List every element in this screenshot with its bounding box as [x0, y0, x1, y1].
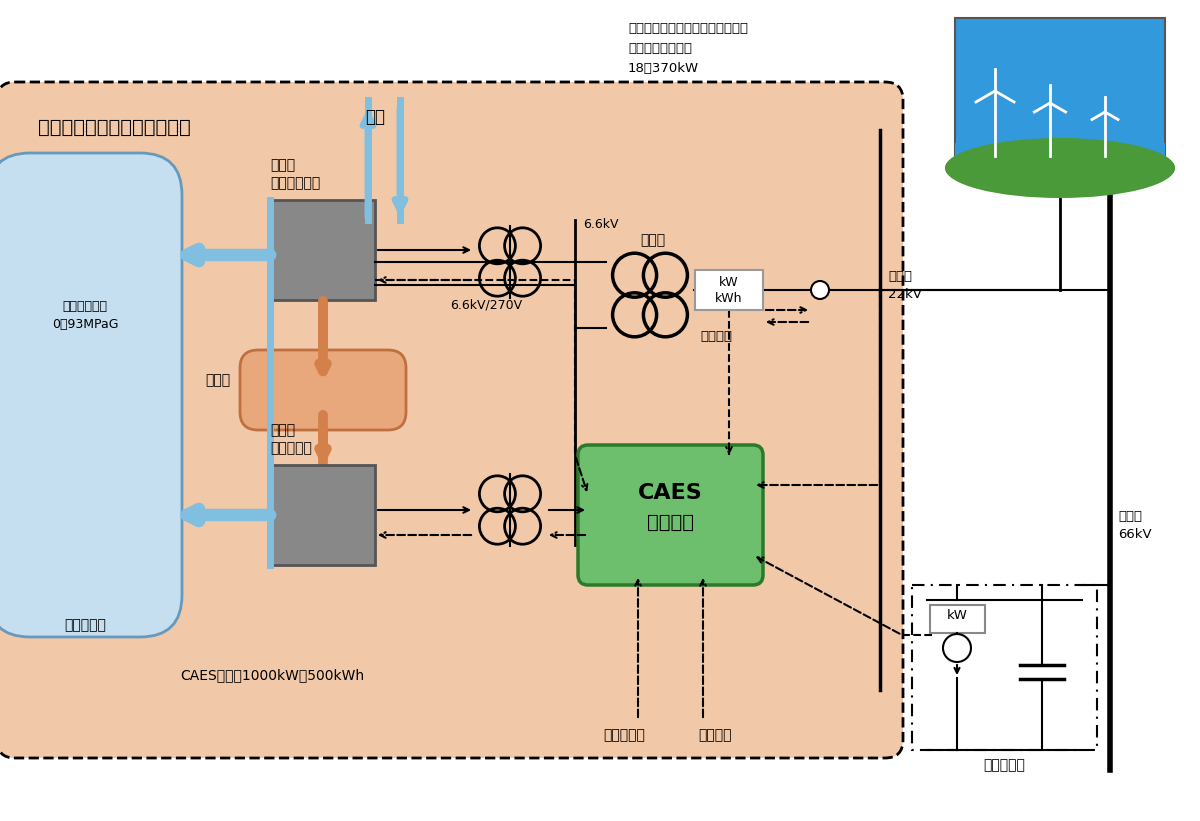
Text: 遠方監視: 遠方監視 [698, 728, 732, 742]
Text: 18，370kW: 18，370kW [628, 62, 700, 75]
Text: 最高使用圧力: 最高使用圧力 [62, 300, 108, 313]
Text: 東伊豆風力発電所: 東伊豆風力発電所 [628, 42, 692, 55]
Text: 6.6kV: 6.6kV [583, 218, 618, 231]
FancyBboxPatch shape [930, 605, 985, 633]
Text: 電力送受: 電力送受 [700, 330, 732, 343]
Text: 22kV: 22kV [888, 288, 922, 301]
FancyBboxPatch shape [270, 465, 374, 565]
Text: 送電線: 送電線 [888, 270, 912, 283]
Ellipse shape [946, 138, 1175, 198]
Circle shape [811, 281, 829, 299]
FancyBboxPatch shape [270, 200, 374, 300]
Text: 発電量予測: 発電量予測 [604, 728, 644, 742]
Text: 空気タンク: 空気タンク [64, 618, 106, 632]
Text: 6.6kV/270V: 6.6kV/270V [450, 298, 522, 311]
FancyBboxPatch shape [695, 270, 763, 310]
Text: （モーター）: （モーター） [270, 176, 320, 190]
Ellipse shape [946, 140, 1175, 195]
FancyBboxPatch shape [0, 82, 904, 758]
FancyBboxPatch shape [955, 143, 1165, 173]
Text: 変圧器: 変圧器 [640, 233, 665, 247]
Circle shape [943, 634, 971, 662]
FancyBboxPatch shape [0, 153, 182, 637]
Text: kWh: kWh [715, 292, 743, 305]
Text: 蓄熱槽: 蓄熱槽 [205, 373, 230, 387]
Text: 0．93MPaG: 0．93MPaG [52, 318, 119, 331]
Text: 送電線: 送電線 [1118, 510, 1142, 523]
Text: 膏張機: 膏張機 [270, 423, 295, 437]
Text: 圧縮機: 圧縮機 [270, 158, 295, 172]
Text: 制御装置: 制御装置 [647, 513, 694, 532]
FancyBboxPatch shape [578, 445, 763, 585]
FancyBboxPatch shape [955, 18, 1165, 168]
FancyBboxPatch shape [912, 585, 1097, 750]
Text: 外気: 外気 [365, 108, 385, 126]
Text: kW: kW [719, 276, 739, 289]
Text: CAES容量：1000kW、500kWh: CAES容量：1000kW、500kWh [180, 668, 364, 682]
Text: （発電機）: （発電機） [270, 441, 312, 455]
Text: kW: kW [947, 609, 967, 622]
Text: 東京電力ホールディングス（株）: 東京電力ホールディングス（株） [628, 22, 748, 35]
Text: 連系変電所: 連系変電所 [984, 758, 1026, 772]
Text: 66kV: 66kV [1118, 528, 1152, 541]
Text: CAES: CAES [638, 483, 703, 503]
Text: 圧縮空気エネルギー貜蔵設備: 圧縮空気エネルギー貜蔵設備 [38, 118, 191, 137]
FancyBboxPatch shape [240, 350, 406, 430]
